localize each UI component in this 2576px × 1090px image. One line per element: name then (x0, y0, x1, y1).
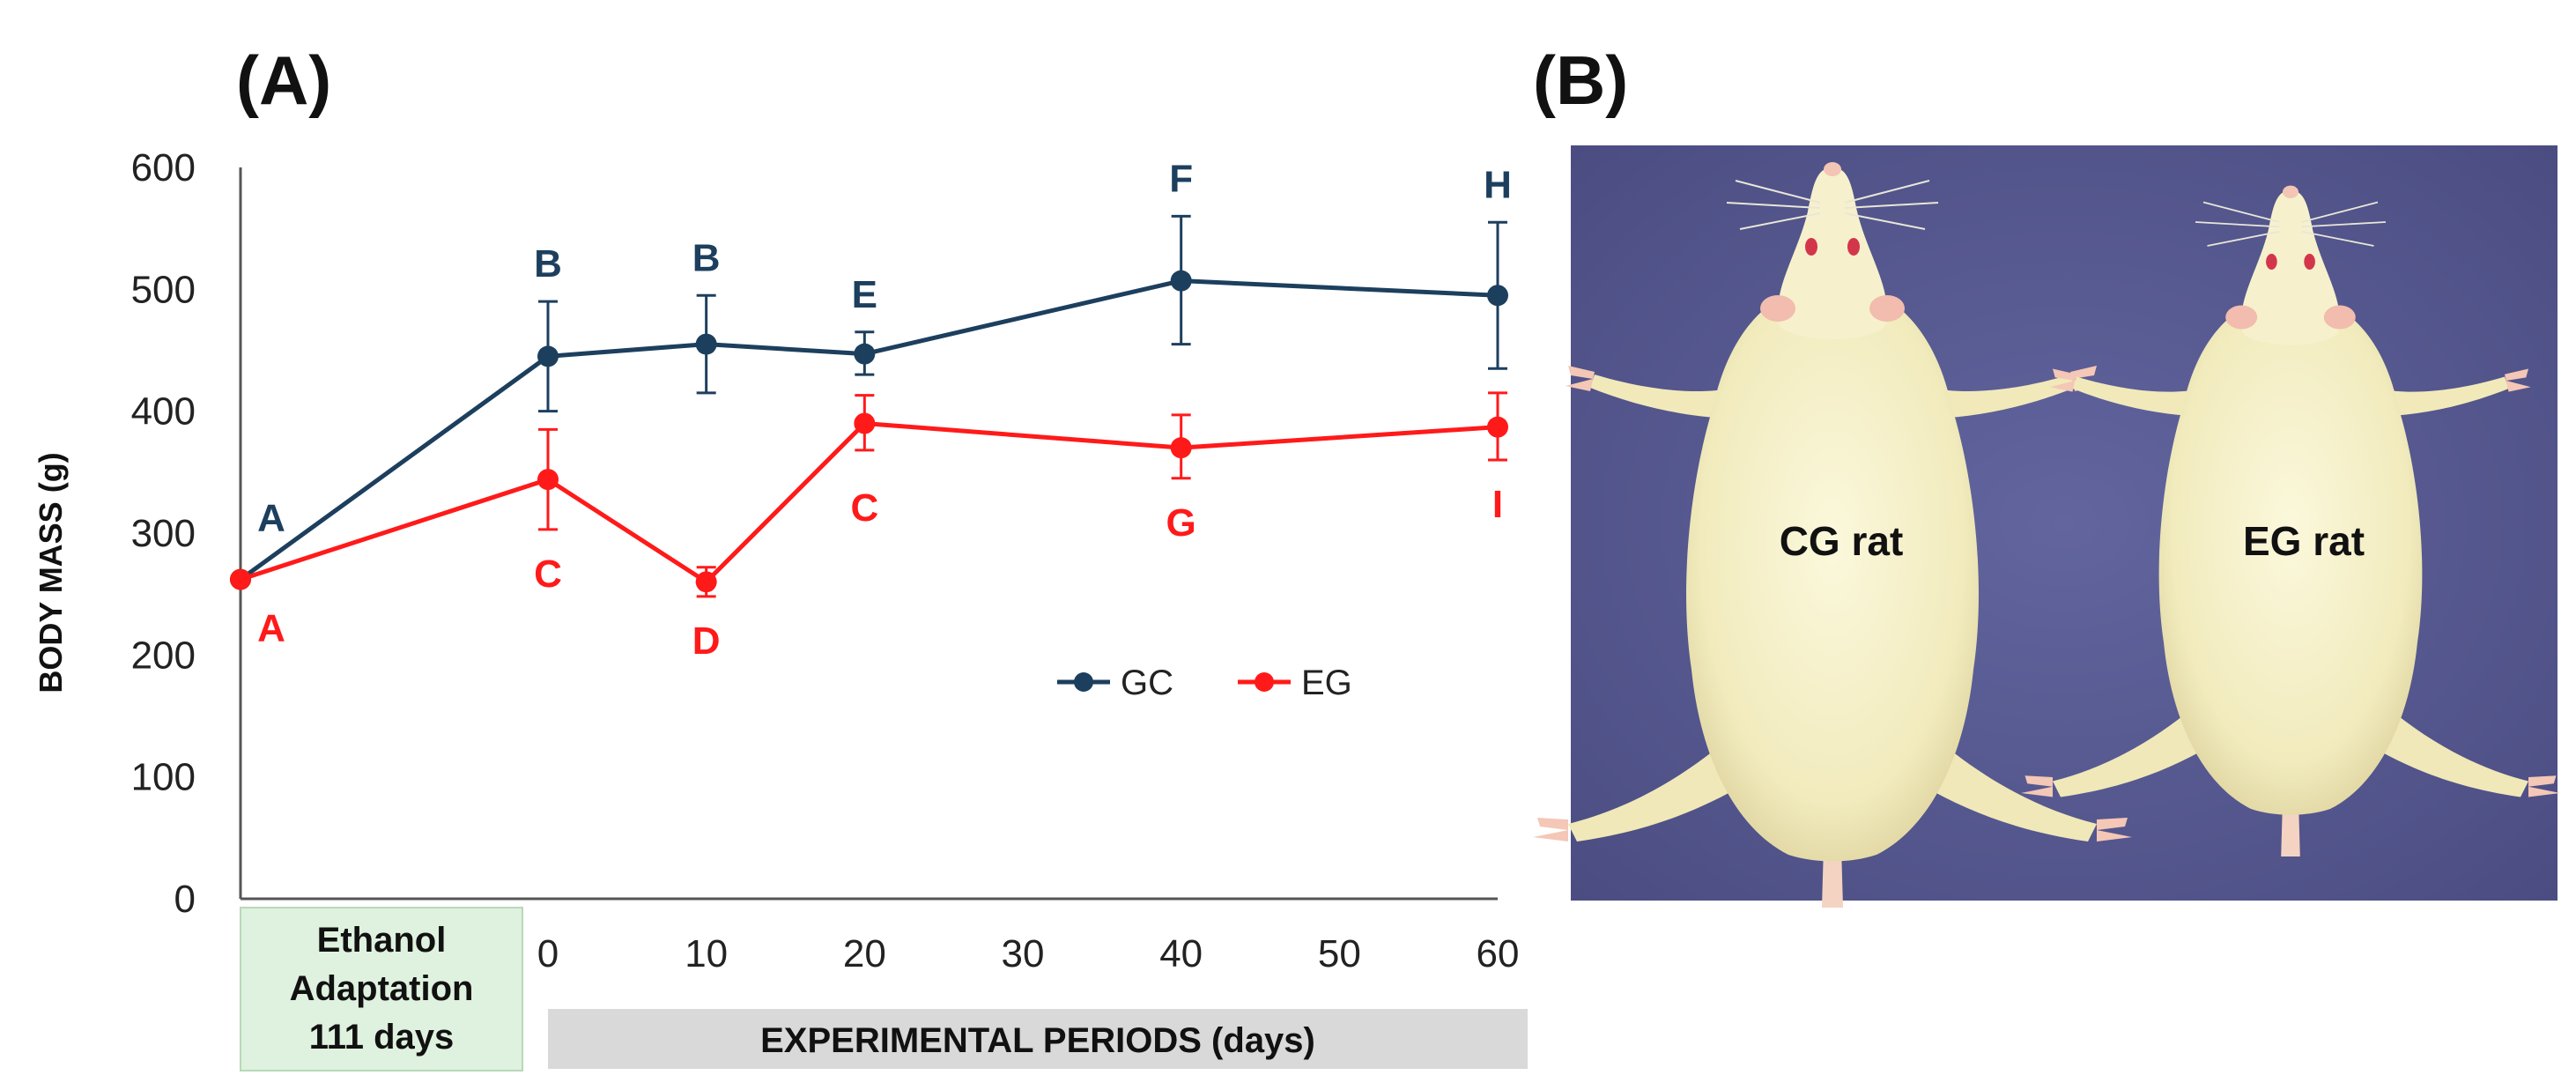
panel-a-label: (A) (236, 41, 331, 119)
period-band-box (548, 1009, 1528, 1069)
eg-series-line (240, 421, 1499, 584)
eg-point-4 (1170, 437, 1192, 459)
x-tick-60: 60 (1477, 932, 1520, 975)
gc-letter-5: H (1484, 163, 1512, 206)
eg-point-5 (1487, 416, 1508, 438)
gc-series-line (239, 278, 1499, 582)
gc-letter-4: F (1169, 157, 1193, 200)
x-tick-30: 30 (1002, 932, 1045, 975)
eg-letter-3: C (850, 486, 878, 530)
x-tick-0: 0 (537, 932, 559, 975)
gc-letter-0: A (257, 497, 285, 540)
adaptation-band-line-3: 111 days (309, 1018, 455, 1057)
panel-b-label: (B) (1533, 41, 1628, 119)
gc-point-5 (1487, 285, 1508, 307)
eg-letter-0: A (257, 607, 285, 650)
y-tick-0: 0 (174, 878, 196, 921)
y-tick-200: 200 (131, 634, 196, 677)
gc-point-2 (695, 333, 717, 355)
adaptation-band: Ethanol Adaptation 111 days (240, 907, 523, 1071)
cg-rat-label: CG rat (1780, 518, 1904, 564)
y-tick-labels: 0 100 200 300 400 500 600 (131, 146, 196, 921)
gc-letter-2: B (692, 236, 721, 279)
gc-point-1 (537, 345, 559, 367)
gc-letter-3: E (852, 273, 877, 316)
legend-eg-marker (1255, 672, 1274, 692)
eg-letter-4: G (1166, 501, 1196, 545)
chart-area: 0 100 200 300 400 500 600 0 10 20 30 40 50 60 BODY M… (33, 146, 1528, 1071)
series-layer: A B B E F H A C D C G I (230, 157, 1512, 663)
eg-rat-label: EG rat (2243, 518, 2365, 564)
adaptation-band-box (240, 907, 523, 1071)
x-tick-50: 50 (1318, 932, 1361, 975)
gc-point-4 (1170, 270, 1192, 292)
x-tick-20: 20 (843, 932, 886, 975)
x-axis-label: EXPERIMENTAL PERIODS (days) (760, 1021, 1315, 1060)
eg-point-1 (537, 469, 559, 491)
eg-point-2 (695, 571, 717, 593)
gc-point-3 (854, 343, 876, 365)
rat-photo: CG rat EG rat (1532, 145, 2561, 908)
y-tick-400: 400 (131, 390, 196, 434)
y-tick-100: 100 (131, 756, 196, 799)
eg-letter-5: I (1492, 483, 1503, 526)
legend-gc-label: GC (1121, 664, 1173, 702)
eg-letter-2: D (692, 619, 721, 663)
eg-point-0 (230, 568, 251, 590)
x-tick-40: 40 (1159, 932, 1203, 975)
y-tick-600: 600 (131, 146, 196, 189)
eg-letter-1: C (534, 552, 562, 596)
eg-point-3 (854, 412, 876, 434)
adaptation-band-line-2: Adaptation (290, 969, 474, 1008)
legend: GC EG (1057, 664, 1352, 702)
legend-gc-marker (1074, 672, 1093, 692)
x-tick-labels: 0 10 20 30 40 50 60 (537, 932, 1520, 975)
gc-letter-1: B (534, 242, 562, 285)
period-band: EXPERIMENTAL PERIODS (days) (548, 1009, 1528, 1069)
y-tick-300: 300 (131, 512, 196, 555)
adaptation-band-line-1: Ethanol (317, 921, 447, 960)
y-tick-500: 500 (131, 268, 196, 311)
legend-eg-label: EG (1301, 664, 1352, 702)
x-tick-10: 10 (685, 932, 728, 975)
y-axis-label: BODY MASS (g) (33, 452, 69, 693)
